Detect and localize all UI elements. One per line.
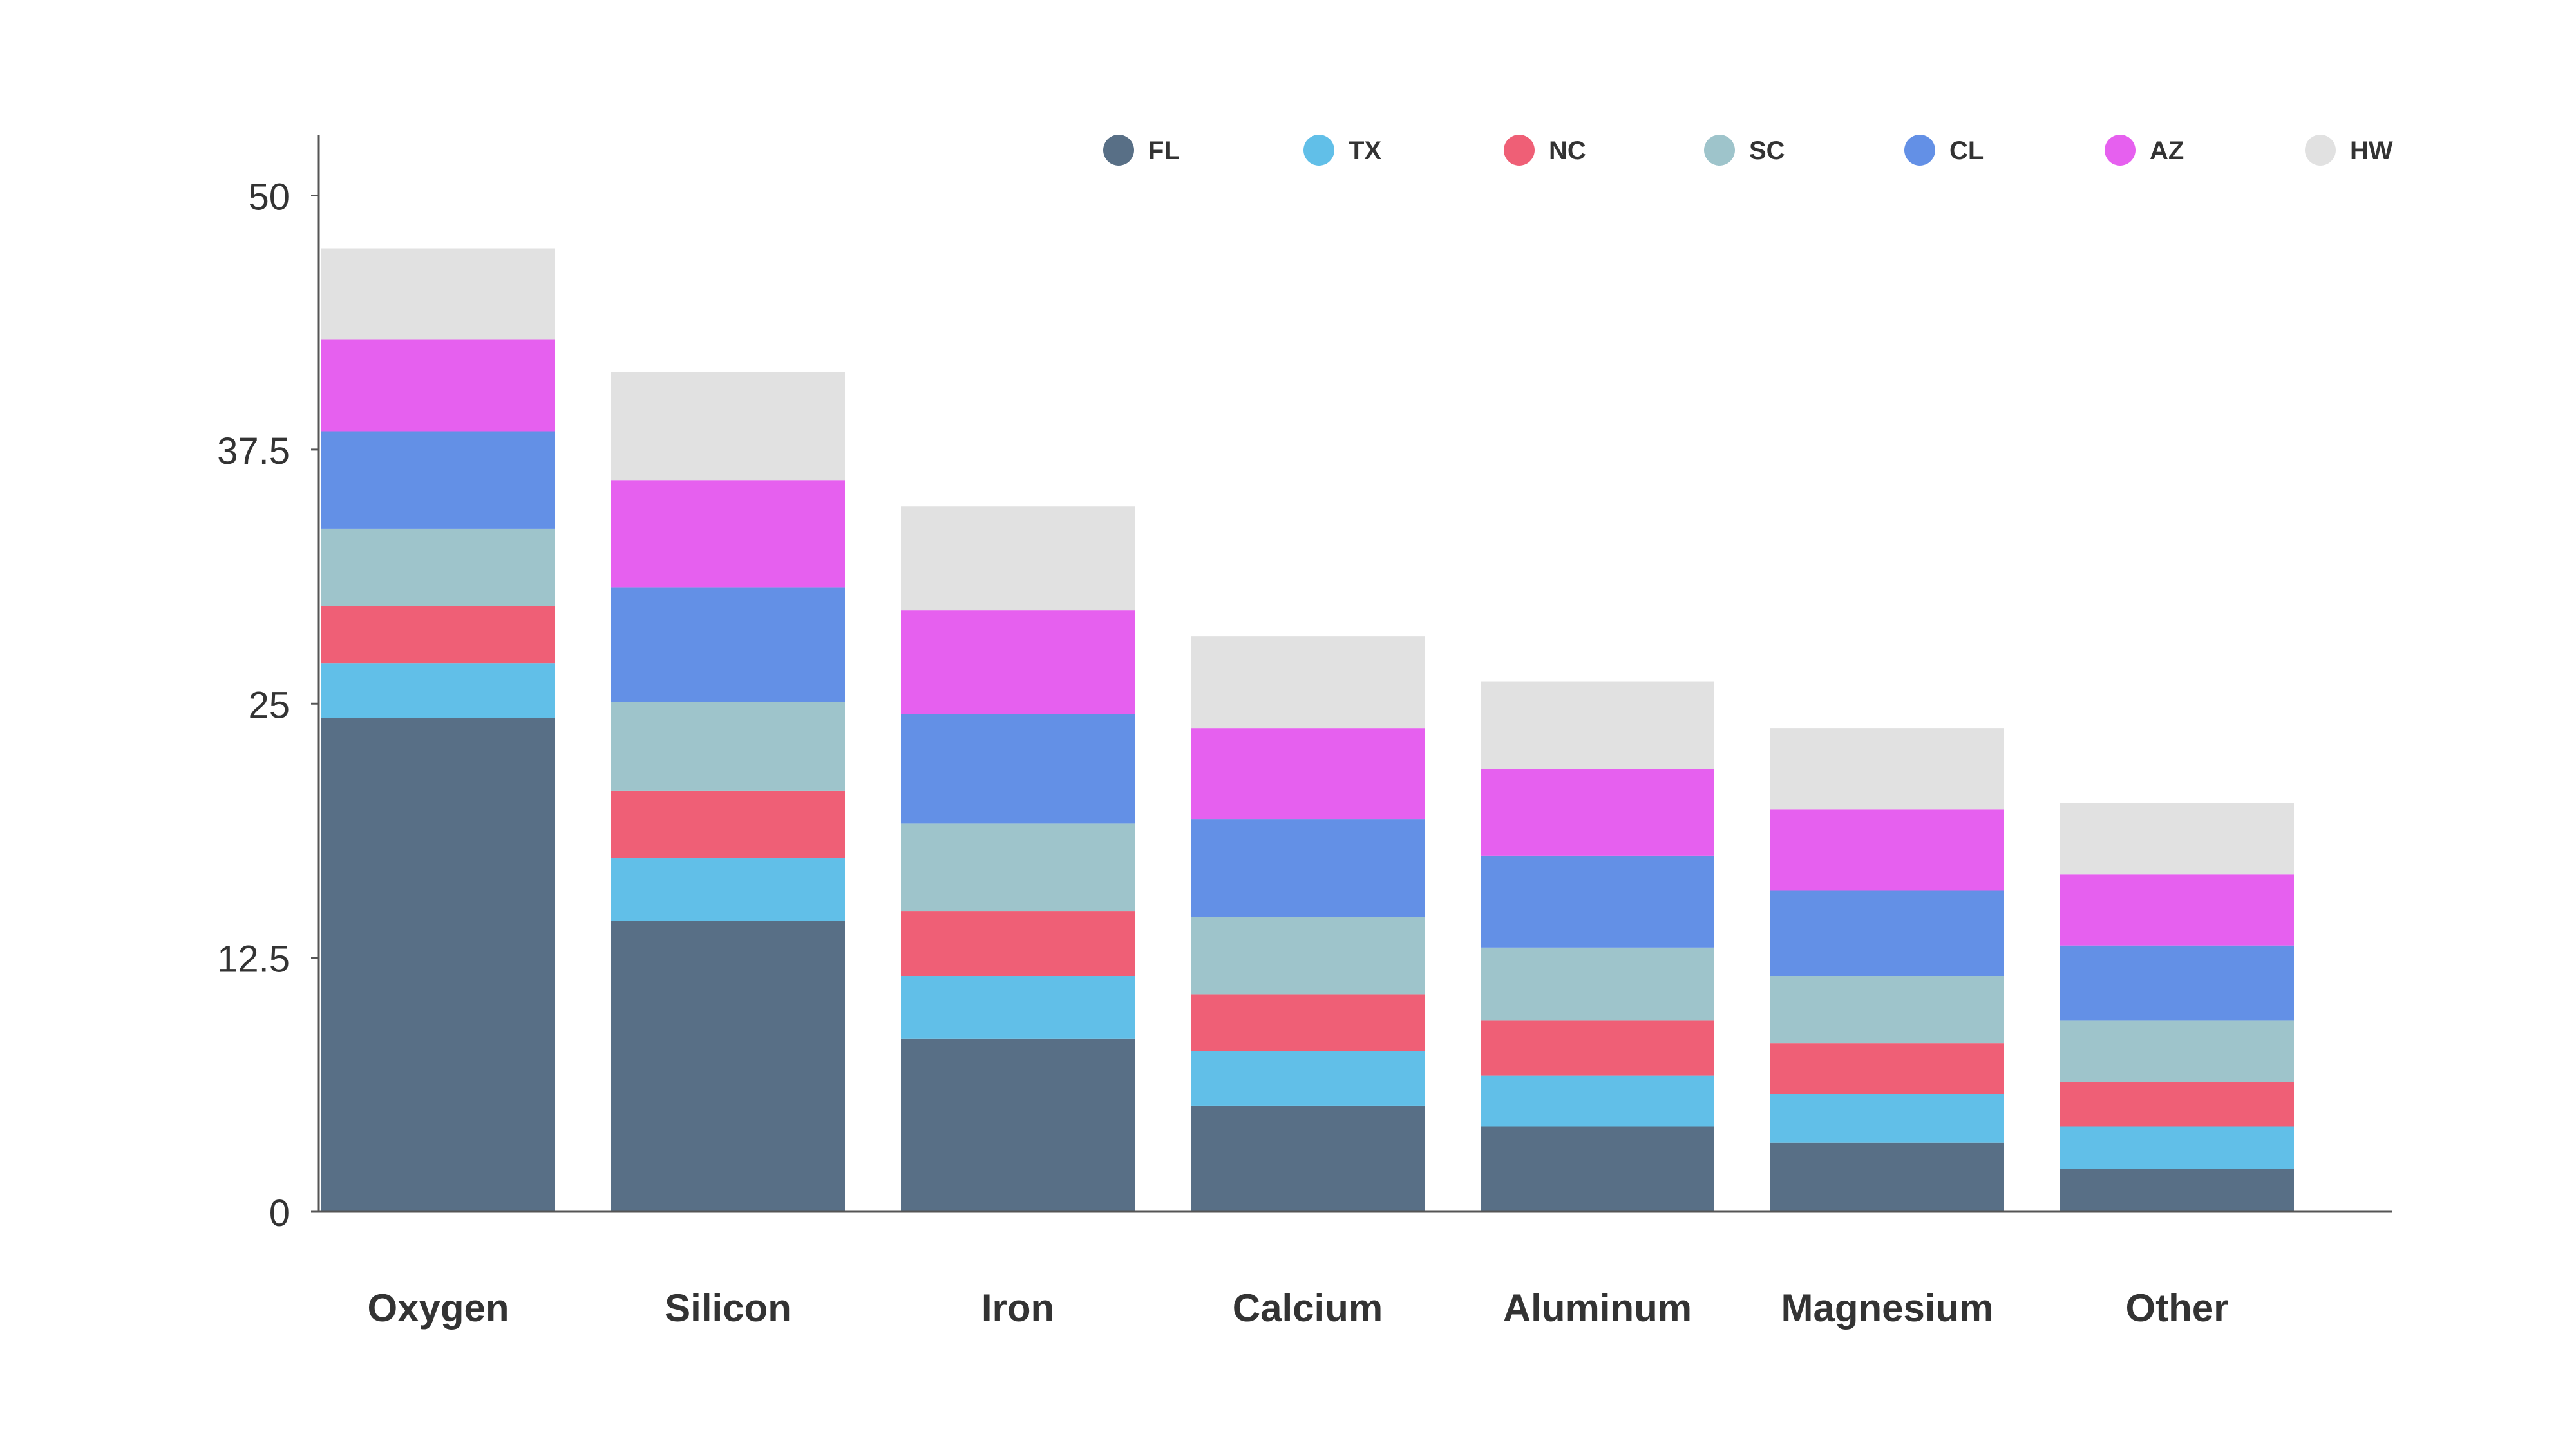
bar-segment-aluminum-cl — [1481, 855, 1714, 948]
y-tick-label: 37.5 — [217, 430, 290, 472]
legend-swatch — [1504, 135, 1535, 166]
bar-segment-iron-sc — [901, 823, 1135, 912]
bar-segment-calcium-tx — [1191, 1051, 1425, 1106]
x-category-labels: Oxygen Silicon Iron Calcium Aluminum Magnesiu… — [367, 1286, 2228, 1330]
legend-item-nc: NC — [1504, 135, 1586, 166]
bar-stack-iron — [901, 506, 1135, 1212]
legend-label: CL — [1949, 137, 1984, 165]
bar-segment-calcium-az — [1191, 728, 1425, 820]
bar-segment-oxygen-fl — [321, 718, 555, 1212]
bars-layer — [321, 248, 2294, 1212]
bar-segment-magnesium-sc — [1770, 976, 2004, 1044]
bar-segment-other-tx — [2060, 1126, 2294, 1169]
y-tick-label: 12.5 — [217, 939, 290, 980]
bar-segment-other-sc — [2060, 1020, 2294, 1082]
bar-stack-magnesium — [1770, 728, 2004, 1212]
legend-item-az: AZ — [2105, 135, 2184, 166]
legend-label: AZ — [2150, 137, 2184, 165]
bar-segment-iron-cl — [901, 714, 1135, 824]
bar-segment-magnesium-tx — [1770, 1094, 2004, 1143]
bar-segment-oxygen-sc — [321, 528, 555, 606]
bar-segment-aluminum-az — [1481, 769, 1714, 856]
x-category-label: Calcium — [1233, 1286, 1383, 1330]
bar-segment-silicon-sc — [611, 702, 845, 791]
bar-segment-aluminum-tx — [1481, 1075, 1714, 1127]
legend-swatch — [2105, 135, 2136, 166]
bar-segment-calcium-hw — [1191, 636, 1425, 729]
bar-segment-iron-tx — [901, 976, 1135, 1039]
bar-segment-silicon-az — [611, 480, 845, 588]
bar-segment-other-nc — [2060, 1082, 2294, 1127]
bar-segment-calcium-fl — [1191, 1105, 1425, 1212]
legend-label: NC — [1549, 137, 1586, 165]
x-category-label: Oxygen — [367, 1286, 509, 1330]
x-category-label: Iron — [981, 1286, 1054, 1330]
bar-segment-silicon-tx — [611, 858, 845, 921]
bar-stack-other — [2060, 803, 2294, 1212]
bar-segment-aluminum-nc — [1481, 1020, 1714, 1076]
legend-item-tx: TX — [1303, 135, 1381, 166]
bar-segment-oxygen-tx — [321, 663, 555, 718]
bar-stack-oxygen — [321, 248, 555, 1212]
bar-segment-oxygen-hw — [321, 248, 555, 340]
bar-segment-magnesium-fl — [1770, 1142, 2004, 1212]
bar-segment-magnesium-nc — [1770, 1043, 2004, 1094]
legend-swatch — [2305, 135, 2336, 166]
bar-segment-iron-nc — [901, 911, 1135, 977]
bar-segment-magnesium-hw — [1770, 728, 2004, 810]
bar-segment-iron-az — [901, 610, 1135, 714]
bar-segment-oxygen-az — [321, 339, 555, 432]
bar-segment-aluminum-hw — [1481, 681, 1714, 769]
x-category-label: Silicon — [665, 1286, 791, 1330]
y-tick-labels: 0 12.5 25 37.5 50 — [217, 177, 319, 1234]
bar-segment-oxygen-cl — [321, 431, 555, 529]
y-tick-label: 50 — [248, 177, 290, 218]
legend-label: FL — [1148, 137, 1180, 165]
legend: FL TX NC SC CL AZ HW — [1103, 135, 2393, 166]
legend-label: TX — [1349, 137, 1381, 165]
bar-segment-calcium-cl — [1191, 819, 1425, 917]
bar-segment-other-cl — [2060, 945, 2294, 1021]
bar-stack-aluminum — [1481, 681, 1714, 1212]
legend-label: HW — [2350, 137, 2393, 165]
legend-swatch — [1303, 135, 1334, 166]
bar-stack-silicon — [611, 372, 845, 1212]
y-tick-label: 25 — [248, 684, 290, 726]
y-tick-label: 0 — [269, 1192, 290, 1234]
bar-segment-oxygen-nc — [321, 606, 555, 664]
x-category-label: Other — [2125, 1286, 2228, 1330]
bar-segment-aluminum-sc — [1481, 947, 1714, 1021]
bar-segment-magnesium-cl — [1770, 890, 2004, 977]
bar-segment-silicon-fl — [611, 921, 845, 1212]
bar-segment-other-az — [2060, 874, 2294, 946]
bar-stack-calcium — [1191, 636, 1425, 1212]
bar-segment-iron-fl — [901, 1038, 1135, 1212]
legend-item-sc: SC — [1704, 135, 1785, 166]
bar-segment-iron-hw — [901, 506, 1135, 611]
bar-segment-calcium-nc — [1191, 994, 1425, 1051]
legend-label: SC — [1749, 137, 1785, 165]
legend-swatch — [1704, 135, 1735, 166]
bar-segment-aluminum-fl — [1481, 1126, 1714, 1212]
bar-segment-other-hw — [2060, 803, 2294, 875]
bar-segment-other-fl — [2060, 1169, 2294, 1212]
legend-item-cl: CL — [1904, 135, 1984, 166]
x-category-label: Magnesium — [1781, 1286, 1993, 1330]
bar-segment-magnesium-az — [1770, 809, 2004, 891]
legend-item-fl: FL — [1103, 135, 1180, 166]
bar-segment-silicon-cl — [611, 587, 845, 702]
bar-segment-calcium-sc — [1191, 917, 1425, 995]
legend-item-hw: HW — [2305, 135, 2393, 166]
x-category-label: Aluminum — [1503, 1286, 1692, 1330]
bar-segment-silicon-nc — [611, 790, 845, 859]
legend-swatch — [1904, 135, 1935, 166]
legend-swatch — [1103, 135, 1134, 166]
bar-segment-silicon-hw — [611, 372, 845, 481]
